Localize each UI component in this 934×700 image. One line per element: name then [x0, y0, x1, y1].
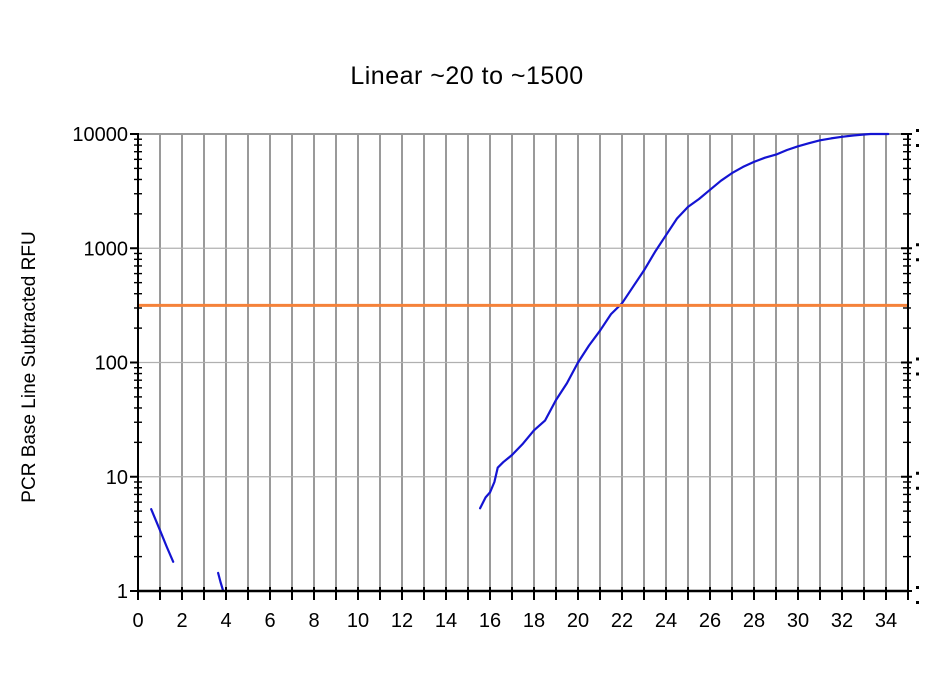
horizontal-gridlines — [138, 133, 908, 478]
x-tick-label: 12 — [391, 610, 413, 632]
x-tick-label: 0 — [132, 610, 143, 632]
x-tick-label: 8 — [308, 610, 319, 632]
y-tick-label: 10000 — [72, 124, 128, 146]
x-tick-label: 20 — [567, 610, 589, 632]
x-tick-label: 26 — [699, 610, 721, 632]
x-tick-label: 16 — [479, 610, 501, 632]
y-tick-label: 1 — [117, 581, 128, 603]
y-tick-label: 10 — [106, 467, 128, 489]
x-tick-label: 4 — [220, 610, 231, 632]
x-tick-label: 22 — [611, 610, 633, 632]
x-tick-label: 24 — [655, 610, 677, 632]
x-axis-ticks — [137, 587, 909, 600]
chart-title: Linear ~20 to ~1500 — [350, 62, 584, 90]
x-tick-label: 32 — [831, 610, 853, 632]
y-tick-label: 100 — [95, 353, 128, 375]
amplification-curve — [479, 132, 890, 510]
x-tick-label: 34 — [875, 610, 897, 632]
x-tick-label: 14 — [435, 610, 457, 632]
x-tick-labels: 0 2 4 6 8 10 12 14 16 18 20 22 24 26 28 30 32 34 — [132, 610, 897, 632]
x-tick-label: 28 — [743, 610, 765, 632]
baseline-artifact-1 — [150, 508, 175, 563]
x-tick-label: 2 — [176, 610, 187, 632]
right-edge-dots — [916, 129, 919, 604]
x-tick-label: 30 — [787, 610, 809, 632]
x-tick-label: 10 — [347, 610, 369, 632]
x-tick-label: 18 — [523, 610, 545, 632]
y-axis-title: PCR Base Line Subtracted RFU — [19, 231, 40, 503]
y-axis-ticks — [130, 133, 912, 592]
baseline-artifact-2 — [217, 571, 224, 592]
x-tick-label: 6 — [264, 610, 275, 632]
y-tick-labels: 1 10 100 1000 10000 — [72, 124, 128, 603]
y-tick-label: 1000 — [84, 238, 129, 260]
